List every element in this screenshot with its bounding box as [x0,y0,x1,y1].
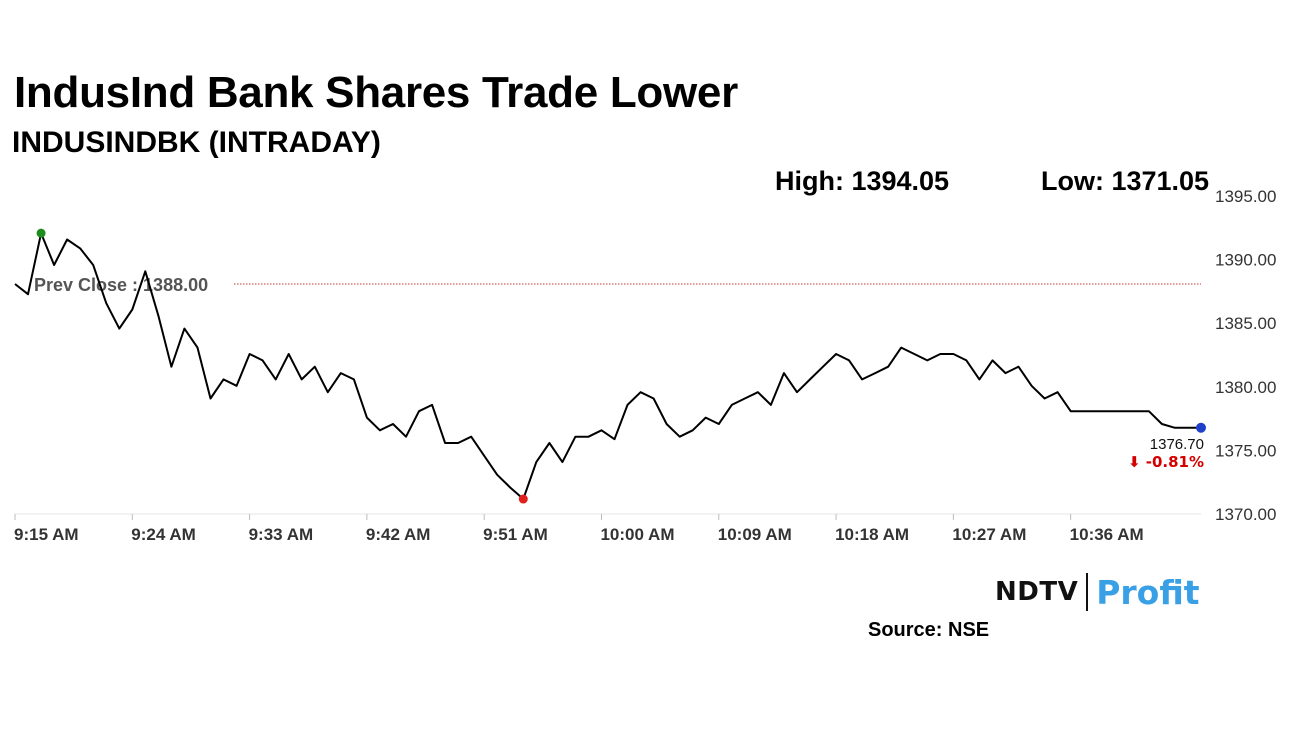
low-marker [518,494,528,504]
logo-separator [1086,573,1089,611]
x-tick-label: 9:42 AM [366,525,431,544]
y-tick-label: 1370.00 [1215,505,1276,524]
change-percent-label: ⬇ -0.81% [1128,453,1204,471]
chart-title: IndusInd Bank Shares Trade Lower [14,68,738,117]
y-tick-label: 1395.00 [1215,187,1276,206]
x-tick-label: 10:00 AM [600,525,674,544]
y-tick-label: 1375.00 [1215,441,1276,460]
y-tick-label: 1390.00 [1215,251,1276,270]
ndtv-profit-logo: NDTV Profit [995,572,1200,612]
last-price-marker [1196,422,1206,433]
x-tick-label: 10:27 AM [952,525,1026,544]
price-line [14,232,1201,500]
last-price-label-bg [1126,434,1204,473]
x-tick-label: 10:36 AM [1070,525,1144,544]
prev-close-group: Prev Close : 1388.00 [28,271,1201,296]
x-tick-label: 10:18 AM [835,525,909,544]
logo-ndtv-text: NDTV [995,577,1079,607]
y-tick-label: 1380.00 [1215,378,1276,397]
chart-subtitle: INDUSINDBK (INTRADAY) [12,126,381,159]
high-marker [36,228,46,238]
x-tick-label: 9:51 AM [483,525,548,544]
logo-profit-text: Profit [1096,572,1200,612]
x-tick-label: 9:15 AM [14,525,79,544]
source-note: Source: NSE [868,619,990,641]
markers-group: 1376.70⬇ -0.81% [36,228,1206,504]
day-low-stat: Low: 1371.05 [1041,166,1210,196]
prev-close-label-bg [28,271,232,296]
y-axis: 1370.00 1375.00 1380.00 1385.00 1390.00 1395.… [1215,187,1276,524]
x-tick-label: 10:09 AM [718,525,792,544]
x-tick-label: 9:33 AM [249,525,314,544]
last-price-label: 1376.70 [1150,436,1204,453]
day-high-stat: High: 1394.05 [775,166,950,196]
prev-close-label: Prev Close : 1388.00 [34,275,208,295]
y-tick-label: 1385.00 [1215,314,1276,333]
x-axis: 9:15 AM 9:24 AM 9:33 AM 9:42 AM 9:51 AM 10:00… [14,513,1201,544]
x-tick-label: 9:24 AM [131,525,196,544]
series-group [14,232,1201,500]
